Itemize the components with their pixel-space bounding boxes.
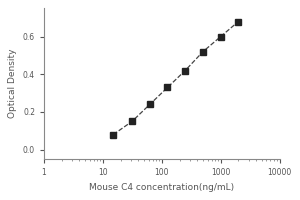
Y-axis label: Optical Density: Optical Density xyxy=(8,49,17,118)
X-axis label: Mouse C4 concentration(ng/mL): Mouse C4 concentration(ng/mL) xyxy=(89,183,234,192)
